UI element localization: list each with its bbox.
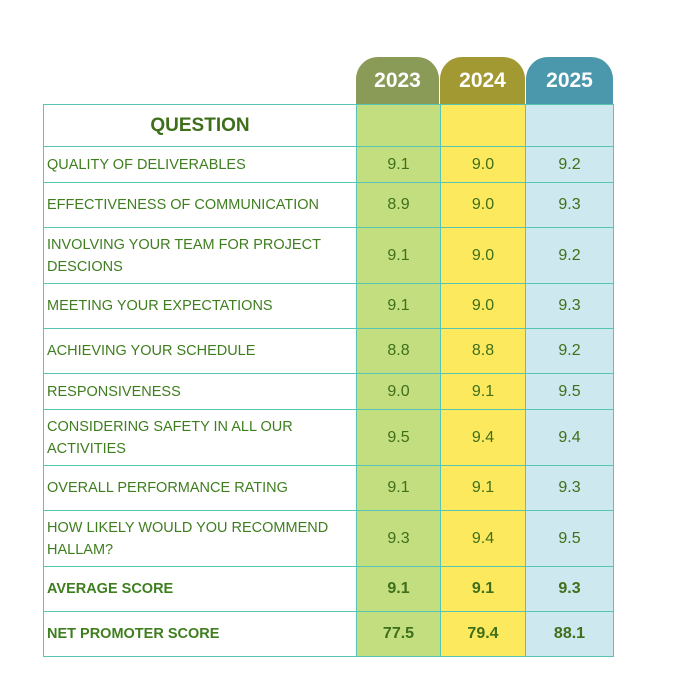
year-label: 2023 — [374, 68, 421, 92]
score-cell-2023: 9.1 — [356, 227, 441, 284]
score-cell-2024: 9.1 — [440, 465, 526, 511]
score-table: QUESTION QUALITY OF DELIVERABLES 9.1 9.0… — [43, 104, 614, 657]
score-cell-2025: 9.2 — [525, 328, 614, 374]
year-tab-2024: 2024 — [440, 57, 525, 104]
table-header-row: QUESTION — [43, 104, 614, 147]
total-cell-2025: 9.3 — [525, 566, 614, 612]
column-header-2024 — [440, 104, 526, 147]
score-cell-2024: 9.4 — [440, 409, 526, 466]
column-header-2025 — [525, 104, 614, 147]
question-cell: QUALITY OF DELIVERABLES — [43, 146, 357, 183]
table-row: HOW LIKELY WOULD YOU RECOMMEND HALLAM? 9… — [43, 510, 614, 567]
table-row: QUALITY OF DELIVERABLES 9.1 9.0 9.2 — [43, 146, 614, 183]
score-cell-2023: 8.9 — [356, 182, 441, 228]
score-cell-2025: 9.3 — [525, 283, 614, 329]
table-row: MEETING YOUR EXPECTATIONS 9.1 9.0 9.3 — [43, 283, 614, 329]
score-cell-2023: 9.1 — [356, 465, 441, 511]
score-cell-2024: 9.0 — [440, 227, 526, 284]
question-cell: OVERALL PERFORMANCE RATING — [43, 465, 357, 511]
question-cell: INVOLVING YOUR TEAM FOR PROJECT DESCIONS — [43, 227, 357, 284]
score-cell-2024: 9.0 — [440, 146, 526, 183]
score-cell-2025: 9.5 — [525, 373, 614, 410]
score-cell-2025: 9.2 — [525, 227, 614, 284]
question-cell: HOW LIKELY WOULD YOU RECOMMEND HALLAM? — [43, 510, 357, 567]
score-cell-2023: 9.0 — [356, 373, 441, 410]
total-cell-2024: 9.1 — [440, 566, 526, 612]
score-cell-2023: 9.5 — [356, 409, 441, 466]
score-cell-2024: 8.8 — [440, 328, 526, 374]
table-row: EFFECTIVENESS OF COMMUNICATION 8.9 9.0 9… — [43, 182, 614, 228]
question-header: QUESTION — [43, 104, 357, 147]
year-tab-2023: 2023 — [356, 57, 439, 104]
total-cell-2024: 79.4 — [440, 611, 526, 657]
score-cell-2025: 9.5 — [525, 510, 614, 567]
score-cell-2023: 8.8 — [356, 328, 441, 374]
year-label: 2024 — [459, 68, 506, 92]
total-label-cell: AVERAGE SCORE — [43, 566, 357, 612]
score-table-container: 2023 2024 2025 QUESTION QUALITY OF DELI — [43, 57, 614, 657]
question-cell: RESPONSIVENESS — [43, 373, 357, 410]
year-tabs: 2023 2024 2025 — [43, 57, 613, 104]
score-cell-2025: 9.3 — [525, 182, 614, 228]
score-cell-2023: 9.1 — [356, 283, 441, 329]
score-cell-2025: 9.4 — [525, 409, 614, 466]
total-label-cell: NET PROMOTER SCORE — [43, 611, 357, 657]
question-cell: CONSIDERING SAFETY IN ALL OUR ACTIVITIES — [43, 409, 357, 466]
total-cell-2023: 77.5 — [356, 611, 441, 657]
year-label: 2025 — [546, 68, 593, 92]
total-cell-2025: 88.1 — [525, 611, 614, 657]
net-promoter-score-row: NET PROMOTER SCORE 77.5 79.4 88.1 — [43, 611, 614, 657]
question-cell: MEETING YOUR EXPECTATIONS — [43, 283, 357, 329]
score-cell-2024: 9.0 — [440, 283, 526, 329]
total-cell-2023: 9.1 — [356, 566, 441, 612]
table-row: ACHIEVING YOUR SCHEDULE 8.8 8.8 9.2 — [43, 328, 614, 374]
column-header-2023 — [356, 104, 441, 147]
average-score-row: AVERAGE SCORE 9.1 9.1 9.3 — [43, 566, 614, 612]
score-cell-2025: 9.2 — [525, 146, 614, 183]
table-row: CONSIDERING SAFETY IN ALL OUR ACTIVITIES… — [43, 409, 614, 466]
score-cell-2024: 9.0 — [440, 182, 526, 228]
question-cell: EFFECTIVENESS OF COMMUNICATION — [43, 182, 357, 228]
score-cell-2025: 9.3 — [525, 465, 614, 511]
table-row: RESPONSIVENESS 9.0 9.1 9.5 — [43, 373, 614, 410]
score-cell-2023: 9.1 — [356, 146, 441, 183]
score-cell-2024: 9.4 — [440, 510, 526, 567]
year-tab-2025: 2025 — [526, 57, 613, 104]
table-row: OVERALL PERFORMANCE RATING 9.1 9.1 9.3 — [43, 465, 614, 511]
table-row: INVOLVING YOUR TEAM FOR PROJECT DESCIONS… — [43, 227, 614, 284]
question-cell: ACHIEVING YOUR SCHEDULE — [43, 328, 357, 374]
score-cell-2024: 9.1 — [440, 373, 526, 410]
score-cell-2023: 9.3 — [356, 510, 441, 567]
